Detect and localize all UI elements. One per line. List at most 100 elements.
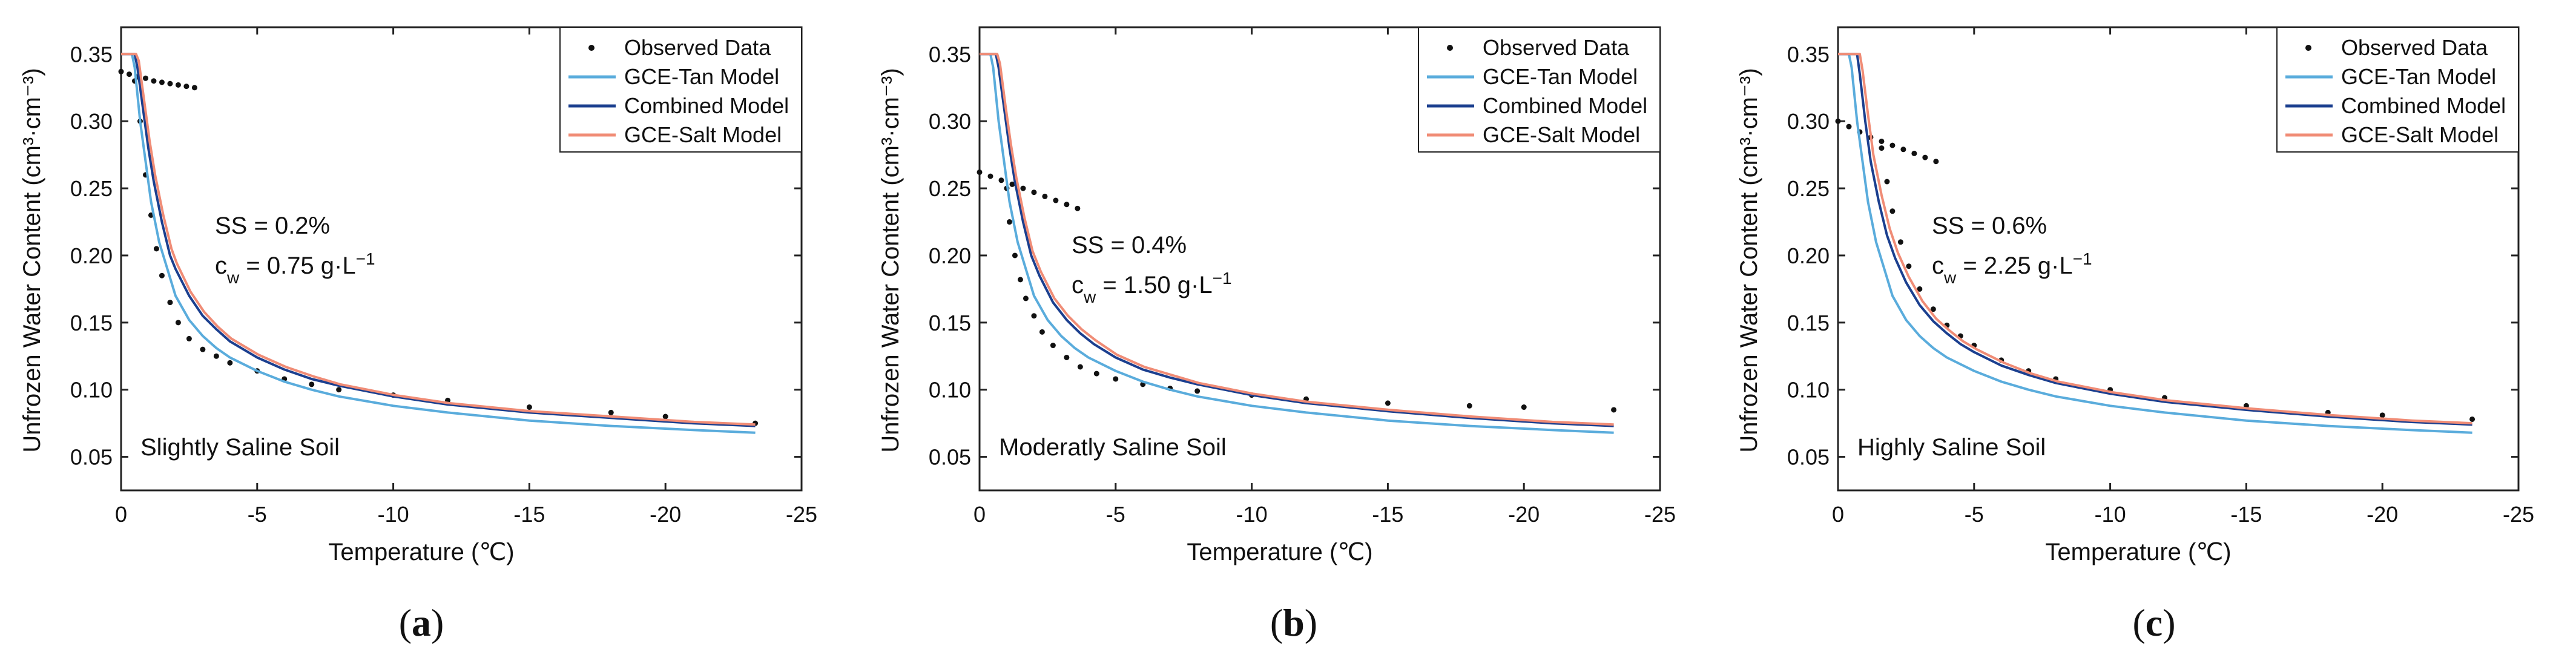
observed-data-point	[1911, 150, 1917, 156]
observed-data-point	[977, 169, 983, 175]
y-tick-label: 0.35	[929, 42, 971, 67]
y-tick-label: 0.15	[1787, 311, 1830, 335]
observed-data-point	[191, 85, 197, 91]
caption-letter: b	[1283, 601, 1305, 644]
salinity-annotation: SS = 0.4%	[1072, 232, 1187, 259]
observed-data-point	[151, 78, 157, 84]
legend-marker-observed-data	[2305, 45, 2311, 51]
observed-data-point	[1611, 407, 1617, 413]
y-tick-label: 0.10	[929, 378, 971, 403]
observed-data-point	[167, 300, 173, 306]
x-tick-label: -10	[1236, 502, 1268, 527]
soil-type-label: Moderatly Saline Soil	[999, 434, 1227, 461]
soil-type-label: Slightly Saline Soil	[140, 434, 340, 461]
observed-data-point	[183, 84, 189, 90]
observed-data-point	[2379, 412, 2385, 418]
gce-salt-model-line	[121, 53, 756, 426]
observed-data-point	[175, 82, 181, 88]
chart-c: 0 -5 -10 -15 -20 -25 0.05 0.10 0.15 0.20 0.25 0.30 0…	[1736, 26, 2534, 644]
combined-model-line	[1838, 53, 2472, 426]
panel-c: 0 -5 -10 -15 -20 -25 0.05 0.10 0.15 0.20 0.25 0.30 0…	[1717, 0, 2575, 672]
observed-data-point	[186, 335, 192, 341]
x-axis-title: Temperature (℃)	[1187, 539, 1372, 565]
observed-data-point	[1009, 181, 1015, 187]
cw-annotation: cw = 1.50 g·L−1	[1072, 269, 1232, 306]
salinity-annotation: SS = 0.2%	[215, 212, 330, 239]
observed-data-point	[1930, 306, 1936, 312]
observed-data-point	[309, 381, 315, 387]
cw-annotation: cw = 0.75 g·L−1	[215, 249, 375, 287]
legend-label-observed-data: Observed Data	[1483, 35, 1630, 60]
observed-data-point	[1053, 197, 1059, 203]
combined-model-line	[980, 53, 1614, 427]
x-tick-label: -25	[1644, 502, 1676, 527]
observed-data-point	[1466, 403, 1472, 409]
observed-data-point	[1922, 154, 1928, 160]
legend: Observed Data GCE-Tan Model Combined Model…	[559, 27, 802, 153]
salinity-annotation: SS = 0.6%	[1932, 212, 2047, 239]
gce-tan-model-line	[121, 53, 756, 434]
observed-data-point	[1194, 388, 1201, 394]
panel-b: 0 -5 -10 -15 -20 -25 0.05 0.10 0.15 0.20 0.25 0.30 0…	[858, 0, 1717, 672]
observed-data-point	[118, 68, 124, 74]
x-tick-label: -25	[786, 502, 817, 527]
observed-data-point	[1879, 138, 1885, 144]
y-tick-label: 0.20	[70, 243, 113, 268]
y-tick-label: 0.25	[70, 176, 113, 201]
y-axis-title: Unfrozen Water Content (cm³·cm⁻³)	[1736, 68, 1762, 452]
x-tick-label: -15	[1372, 502, 1403, 527]
observed-data-point	[1093, 371, 1099, 377]
observed-data-point	[1075, 205, 1081, 211]
x-tick-label: -10	[378, 502, 409, 527]
x-tick-label: -25	[2503, 502, 2534, 527]
observed-data-point	[1385, 400, 1391, 406]
observed-data-point	[1906, 263, 1912, 269]
observed-data-point	[1077, 364, 1083, 370]
observed-data-point	[1031, 189, 1037, 196]
y-tick-label: 0.05	[70, 445, 113, 470]
observed-data-point	[175, 320, 181, 326]
panel-caption: (a)	[399, 601, 444, 644]
observed-data-point	[526, 404, 532, 410]
legend-label-observed-data: Observed Data	[624, 35, 771, 60]
observed-data-point	[1012, 252, 1018, 259]
legend-label-combined-model: Combined Model	[2341, 93, 2506, 118]
soil-type-label: Highly Saline Soil	[1857, 434, 2046, 461]
observed-data-point	[662, 413, 668, 420]
observed-data-point	[213, 353, 219, 359]
observed-data-point	[1900, 147, 1906, 153]
legend-label-combined-model: Combined Model	[624, 93, 789, 118]
panel-caption: (c)	[2132, 601, 2175, 644]
cw-value: 2.25	[1984, 252, 2031, 279]
y-tick-label: 0.25	[1787, 176, 1830, 201]
x-tick-label: -15	[513, 502, 545, 527]
legend: Observed Data GCE-Tan Model Combined Model…	[1418, 27, 1661, 153]
observed-data-point	[608, 409, 614, 415]
y-tick-label: 0.35	[1787, 42, 1830, 67]
observed-data-point	[1031, 313, 1037, 319]
y-tick-label: 0.25	[929, 176, 971, 201]
x-tick-label: -5	[248, 502, 267, 527]
observed-data-point	[1846, 124, 1852, 130]
x-tick-label: -20	[1508, 502, 1540, 527]
y-tick-label: 0.30	[929, 109, 971, 134]
panel-a: 0 -5 -10 -15 -20 -25 0.05 0.10 0.15 0.20 0.25 0.30 0…	[0, 0, 858, 672]
y-tick-label: 0.10	[1787, 378, 1830, 403]
observed-data-point	[159, 79, 165, 85]
observed-data-point	[200, 346, 206, 352]
x-tick-label: -15	[2230, 502, 2262, 527]
x-tick-label: 0	[115, 502, 127, 527]
y-tick-label: 0.20	[1787, 243, 1830, 268]
legend-label-gce-tan-model: GCE-Tan Model	[2341, 64, 2496, 89]
panel-caption: (b)	[1270, 601, 1317, 644]
observed-data-point	[1064, 202, 1070, 208]
gce-salt-model-line	[980, 53, 1614, 426]
y-tick-label: 0.10	[70, 378, 113, 403]
x-axis-title: Temperature (℃)	[2045, 539, 2231, 565]
plot-frame	[1837, 26, 2520, 492]
combined-model-line	[121, 53, 756, 427]
observed-data-point	[1020, 185, 1026, 191]
y-tick-label: 0.30	[1787, 109, 1830, 134]
legend-box	[2276, 27, 2519, 153]
y-tick-label: 0.15	[70, 311, 113, 335]
